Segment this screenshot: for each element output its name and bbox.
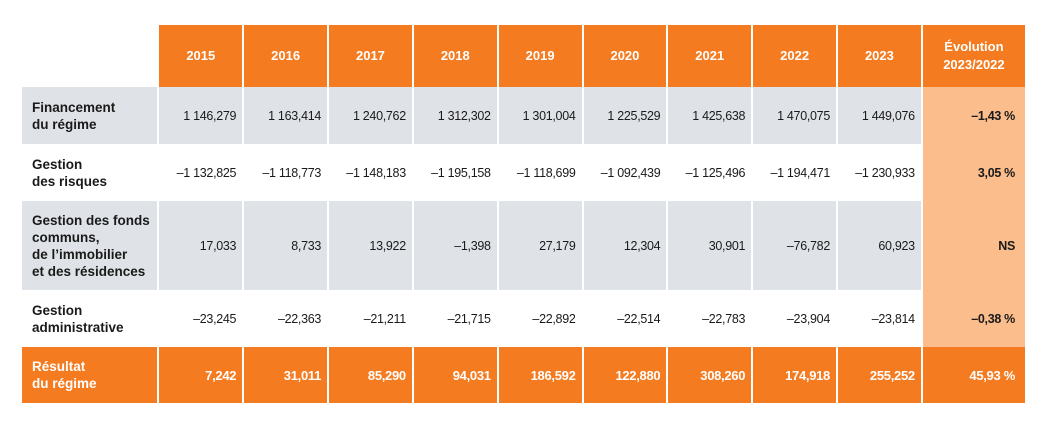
table-cell: –1,398 xyxy=(413,201,497,290)
table-cell: 8,733 xyxy=(244,201,328,290)
table-cell: –1 194,471 xyxy=(753,144,836,201)
row-label-line: Gestion des fonds xyxy=(32,212,150,228)
evolution-header-line1: Évolution xyxy=(944,39,1004,54)
row-label-line: des risques xyxy=(32,173,108,189)
row-label-line: et des résidences xyxy=(32,263,146,279)
year-header: 2017 xyxy=(329,25,412,87)
row-label-line: communs, xyxy=(32,229,100,245)
evolution-cell: 3,05 % xyxy=(922,144,1025,201)
table-cell: 1 301,004 xyxy=(498,87,582,144)
year-header: 2018 xyxy=(413,25,497,87)
table-cell: –22,514 xyxy=(583,290,667,347)
table-cell: 186,592 xyxy=(498,347,582,403)
table-cell: –1 195,158 xyxy=(413,144,497,201)
table-cell: 1 312,302 xyxy=(413,87,497,144)
year-header: 2015 xyxy=(159,25,243,87)
table-row-financement: Financement du régime 1 146,279 1 163,41… xyxy=(22,87,1025,144)
table-cell: –1 092,439 xyxy=(583,144,667,201)
table-row-fonds-communs: Gestion des fonds communs, de l’immobili… xyxy=(22,201,1025,290)
table-cell: 255,252 xyxy=(838,347,921,403)
evolution-cell: –1,43 % xyxy=(922,87,1025,144)
header-row: 2015 2016 2017 2018 2019 2020 2021 2022 … xyxy=(22,25,1025,87)
evolution-header-line2: 2023/2022 xyxy=(943,57,1005,72)
year-header: 2022 xyxy=(753,25,836,87)
row-label: Financement du régime xyxy=(22,87,158,144)
table-cell: –21,211 xyxy=(329,290,412,347)
table-cell: 1 146,279 xyxy=(159,87,243,144)
year-header: 2023 xyxy=(838,25,921,87)
table-cell: 1 225,529 xyxy=(583,87,667,144)
table-cell: –1 148,183 xyxy=(329,144,412,201)
evolution-header: Évolution 2023/2022 xyxy=(922,25,1025,87)
row-label: Résultat du régime xyxy=(22,347,158,403)
row-label-line: Résultat xyxy=(32,359,86,374)
table-cell: 1 449,076 xyxy=(838,87,921,144)
table-cell: 1 425,638 xyxy=(668,87,752,144)
row-label: Gestion administrative xyxy=(22,290,158,347)
table-cell: 27,179 xyxy=(498,201,582,290)
table-cell: 17,033 xyxy=(159,201,243,290)
row-label-line: de l’immobilier xyxy=(32,246,128,262)
table-cell: –1 230,933 xyxy=(838,144,921,201)
table-cell: –1 118,773 xyxy=(244,144,328,201)
table-cell: –1 125,496 xyxy=(668,144,752,201)
year-header: 2016 xyxy=(244,25,328,87)
table-cell: 308,260 xyxy=(668,347,752,403)
row-label-line: administrative xyxy=(32,319,124,335)
year-header: 2020 xyxy=(583,25,667,87)
row-label-line: du régime xyxy=(32,376,97,391)
table-cell: –23,245 xyxy=(159,290,243,347)
table-cell: 1 163,414 xyxy=(244,87,328,144)
table-cell: 7,242 xyxy=(159,347,243,403)
table-cell: 85,290 xyxy=(329,347,412,403)
table-cell: 12,304 xyxy=(583,201,667,290)
table-cell: 1 470,075 xyxy=(753,87,836,144)
year-header: 2019 xyxy=(498,25,582,87)
row-label-line: du régime xyxy=(32,116,97,132)
year-header: 2021 xyxy=(668,25,752,87)
row-label-line: Gestion xyxy=(32,156,83,172)
table-cell: –1 118,699 xyxy=(498,144,582,201)
table-cell: 174,918 xyxy=(753,347,836,403)
row-label: Gestion des risques xyxy=(22,144,158,201)
evolution-cell: NS xyxy=(922,201,1025,290)
table-cell: –76,782 xyxy=(753,201,836,290)
table-row-gestion-risques: Gestion des risques –1 132,825 –1 118,77… xyxy=(22,144,1025,201)
table-row-gestion-administrative: Gestion administrative –23,245 –22,363 –… xyxy=(22,290,1025,347)
row-label: Gestion des fonds communs, de l’immobili… xyxy=(22,201,158,290)
table-cell: –22,892 xyxy=(498,290,582,347)
table-cell: –23,904 xyxy=(753,290,836,347)
table-cell: 13,922 xyxy=(329,201,412,290)
table-cell: 122,880 xyxy=(583,347,667,403)
table-cell: –22,363 xyxy=(244,290,328,347)
table-cell: 60,923 xyxy=(838,201,921,290)
row-label-line: Gestion xyxy=(32,302,83,318)
table-row-resultat: Résultat du régime 7,242 31,011 85,290 9… xyxy=(22,347,1025,403)
table-cell: 31,011 xyxy=(244,347,328,403)
row-label-line: Financement xyxy=(32,99,116,115)
table-cell: 94,031 xyxy=(413,347,497,403)
table-cell: –23,814 xyxy=(838,290,921,347)
evolution-cell: –0,38 % xyxy=(922,290,1025,347)
evolution-cell: 45,93 % xyxy=(922,347,1025,403)
table-cell: –1 132,825 xyxy=(159,144,243,201)
table-cell: –22,783 xyxy=(668,290,752,347)
table-cell: 1 240,762 xyxy=(329,87,412,144)
table-cell: –21,715 xyxy=(413,290,497,347)
table-cell: 30,901 xyxy=(668,201,752,290)
header-corner xyxy=(22,25,158,87)
financial-results-table: 2015 2016 2017 2018 2019 2020 2021 2022 … xyxy=(20,25,1027,403)
